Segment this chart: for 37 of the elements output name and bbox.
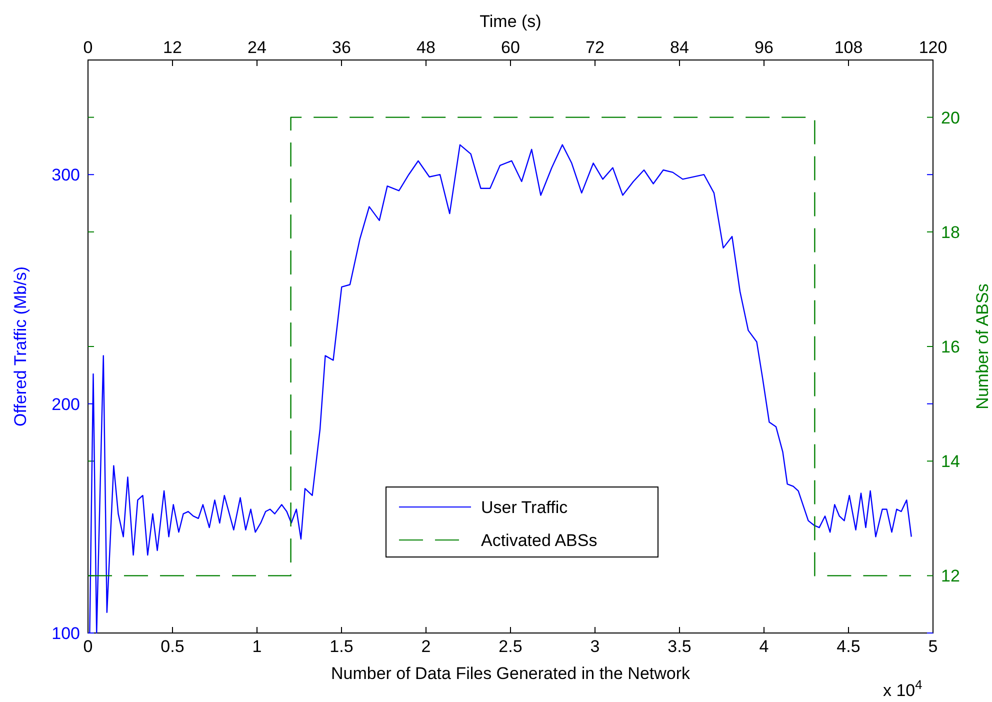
x-axis-title: Number of Data Files Generated in the Network xyxy=(330,664,691,683)
x2-tick-label: 36 xyxy=(332,38,351,57)
legend-label: User Traffic xyxy=(481,498,568,517)
legend-label: Activated ABSs xyxy=(481,531,598,550)
x2-tick-label: 120 xyxy=(918,38,948,57)
y2-tick-label: 20 xyxy=(941,108,960,128)
y-tick-label: 300 xyxy=(52,166,80,185)
text: x 10$^{4}$ xyxy=(883,676,922,700)
x-tick-label: 3.5 xyxy=(668,637,692,656)
x-tick-label: 5 xyxy=(928,637,938,656)
x-tick-label: 1.5 xyxy=(330,637,354,656)
y-tick-label: 100 xyxy=(52,624,80,643)
x-tick-label: 2.5 xyxy=(498,637,522,656)
y2-axis-title: Number of ABSs xyxy=(973,284,992,410)
y-axis-title: Offered Traffic (Mb/s) xyxy=(11,266,30,426)
x2-tick-label: 84 xyxy=(670,38,689,57)
x-tick-label: 1 xyxy=(252,637,262,656)
y-tick-label: 200 xyxy=(52,394,80,414)
x-tick-label: 3 xyxy=(590,637,600,656)
x-tick-label: 4.5 xyxy=(836,637,860,656)
x-tick-label: 0.5 xyxy=(160,637,184,656)
x2-axis-title: Time (s) xyxy=(480,12,542,31)
x2-tick-label: 108 xyxy=(834,38,863,57)
y2-tick-label: 12 xyxy=(941,566,960,586)
y2-tick-label: 16 xyxy=(941,338,960,356)
x-tick-label: 4 xyxy=(759,637,769,656)
x2-tick-label: 72 xyxy=(586,38,604,57)
x2-tick-label: 60 xyxy=(501,38,520,57)
x2-tick-label: 48 xyxy=(416,38,436,57)
x-tick-label: 2 xyxy=(421,637,431,656)
x-tick-label: 0 xyxy=(83,637,93,656)
x2-tick-label: 0 xyxy=(83,38,93,57)
y2-tick-label: 14 xyxy=(941,452,960,472)
x2-tick-label: 96 xyxy=(754,38,774,57)
x2-tick-label: 12 xyxy=(163,38,182,57)
y2-tick-label: 18 xyxy=(941,222,960,242)
x2-tick-label: 24 xyxy=(248,38,266,57)
